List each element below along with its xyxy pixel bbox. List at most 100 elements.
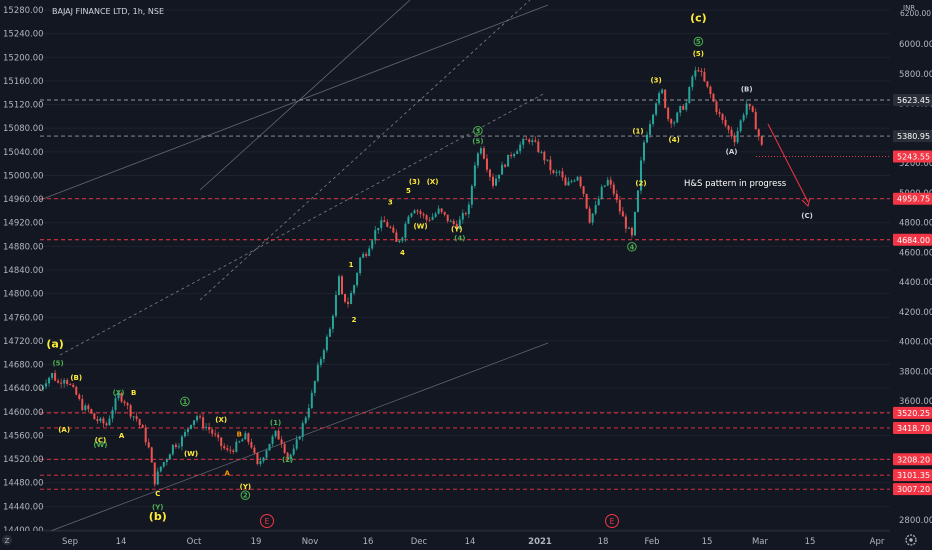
- left-axis-tick: 15200.00: [3, 53, 44, 63]
- trend-lines[interactable]: [39, 0, 549, 536]
- wave-label: (W): [93, 441, 107, 449]
- candle-body: [325, 336, 328, 351]
- candle-body: [371, 240, 374, 249]
- price-level-value: 3418.70: [897, 424, 930, 433]
- candle-body: [658, 93, 661, 104]
- left-axis-tick: 15040.00: [3, 148, 44, 158]
- trend-line: [39, 4, 549, 201]
- horizontal-levels[interactable]: [40, 99, 890, 490]
- candle-body: [473, 165, 476, 186]
- candle-body: [452, 220, 455, 225]
- candle-body: [461, 213, 464, 220]
- candle-body: [646, 134, 649, 143]
- candle-body: [754, 111, 757, 130]
- left-axis-tick: 15160.00: [3, 77, 44, 87]
- candle-body: [588, 208, 591, 223]
- tradingview-logo-icon[interactable]: Z: [2, 535, 12, 545]
- candle-body: [437, 208, 440, 214]
- projection-line[interactable]: [767, 123, 809, 203]
- wave-label: (C): [801, 212, 813, 220]
- wave-label: 3: [388, 199, 393, 207]
- candle-body: [368, 248, 371, 256]
- candle-body: [519, 144, 522, 152]
- gear-icon[interactable]: [905, 534, 917, 546]
- candle-body: [697, 70, 700, 72]
- candle-body: [295, 439, 298, 449]
- wave-label: (C): [95, 437, 107, 445]
- left-price-axis[interactable]: 15280.00 15240.00 15200.00 15160.00 15120.00…: [0, 0, 44, 536]
- candle-body: [742, 114, 745, 121]
- candle-body: [304, 417, 307, 424]
- candle-body: [685, 102, 688, 110]
- symbol-title: BAJAJ FINANCE LTD, 1h, NSE: [52, 7, 164, 16]
- candle-body: [440, 208, 443, 212]
- candle-body: [159, 466, 162, 472]
- price-level-value: 4684.00: [897, 236, 930, 245]
- candle-body: [268, 443, 271, 451]
- wave-label: (5): [693, 50, 704, 58]
- candle-body: [733, 136, 736, 143]
- wave-label: 5: [696, 38, 701, 46]
- price-level-tag: [893, 94, 932, 107]
- candle-body: [162, 462, 165, 467]
- candle-body: [389, 226, 392, 228]
- candle-body: [682, 105, 685, 110]
- time-axis-tick: Sep: [62, 537, 78, 547]
- projection-arrow[interactable]: [767, 123, 811, 207]
- candle-body: [498, 174, 501, 179]
- candle-body: [612, 184, 615, 194]
- event-marker: [605, 514, 619, 528]
- candle-body: [99, 418, 102, 421]
- candle-body: [319, 359, 322, 365]
- candle-body: [241, 439, 244, 442]
- right-price-axis[interactable]: 6000.005800.005600.005400.005200.005000.…: [890, 0, 932, 531]
- candle-body: [558, 171, 561, 173]
- candle-body: [208, 427, 211, 430]
- currency-unit: INR: [903, 4, 915, 12]
- candle-body: [344, 293, 347, 302]
- candle-body: [90, 409, 93, 414]
- time-axis-tick: Apr: [870, 537, 885, 547]
- candle-body: [377, 227, 380, 231]
- price-level-tag: [893, 483, 932, 496]
- candle-body: [531, 140, 534, 142]
- candle-body: [470, 185, 473, 205]
- candle-body: [715, 101, 718, 113]
- candle-body: [643, 142, 645, 161]
- candle-body: [727, 125, 730, 130]
- left-axis-tick: 14720.00: [3, 337, 44, 347]
- time-axis[interactable]: Sep 14 Oct 19 Nov 16 Dec 14 2021 18 Feb 15 Mar 15 Apr: [62, 537, 885, 547]
- candle-body: [516, 151, 519, 154]
- time-axis-tick: Dec: [411, 537, 428, 547]
- candle-body: [42, 386, 45, 390]
- wave-label: (A): [58, 426, 70, 434]
- candle-body: [105, 423, 108, 426]
- wave-label: (B): [70, 374, 82, 382]
- wave-label: (3): [409, 178, 420, 186]
- left-axis-tick: 14800.00: [3, 290, 44, 300]
- candle-body: [757, 129, 760, 137]
- candle-body: [307, 407, 310, 418]
- candle-body: [150, 447, 153, 463]
- candle-body: [419, 211, 422, 214]
- right-axis-tick: 4400.00: [899, 278, 932, 288]
- left-axis-tick: 15280.00: [3, 6, 44, 16]
- candle-body: [476, 153, 479, 166]
- candle-body: [186, 428, 189, 433]
- candle-body: [229, 449, 232, 451]
- candle-body: [624, 216, 627, 229]
- left-axis-tick: 14920.00: [3, 219, 44, 229]
- time-axis-tick: 14: [465, 537, 476, 547]
- candle-body: [434, 213, 437, 217]
- candle-body: [334, 294, 337, 316]
- candle-body: [721, 113, 724, 120]
- candle-body: [102, 418, 105, 424]
- candle-body: [522, 138, 525, 145]
- candle-body: [694, 70, 697, 77]
- candle-body: [232, 450, 235, 452]
- candle-body: [627, 227, 630, 229]
- wave-label: C: [155, 490, 160, 498]
- price-level-value: 5380.95: [897, 132, 930, 141]
